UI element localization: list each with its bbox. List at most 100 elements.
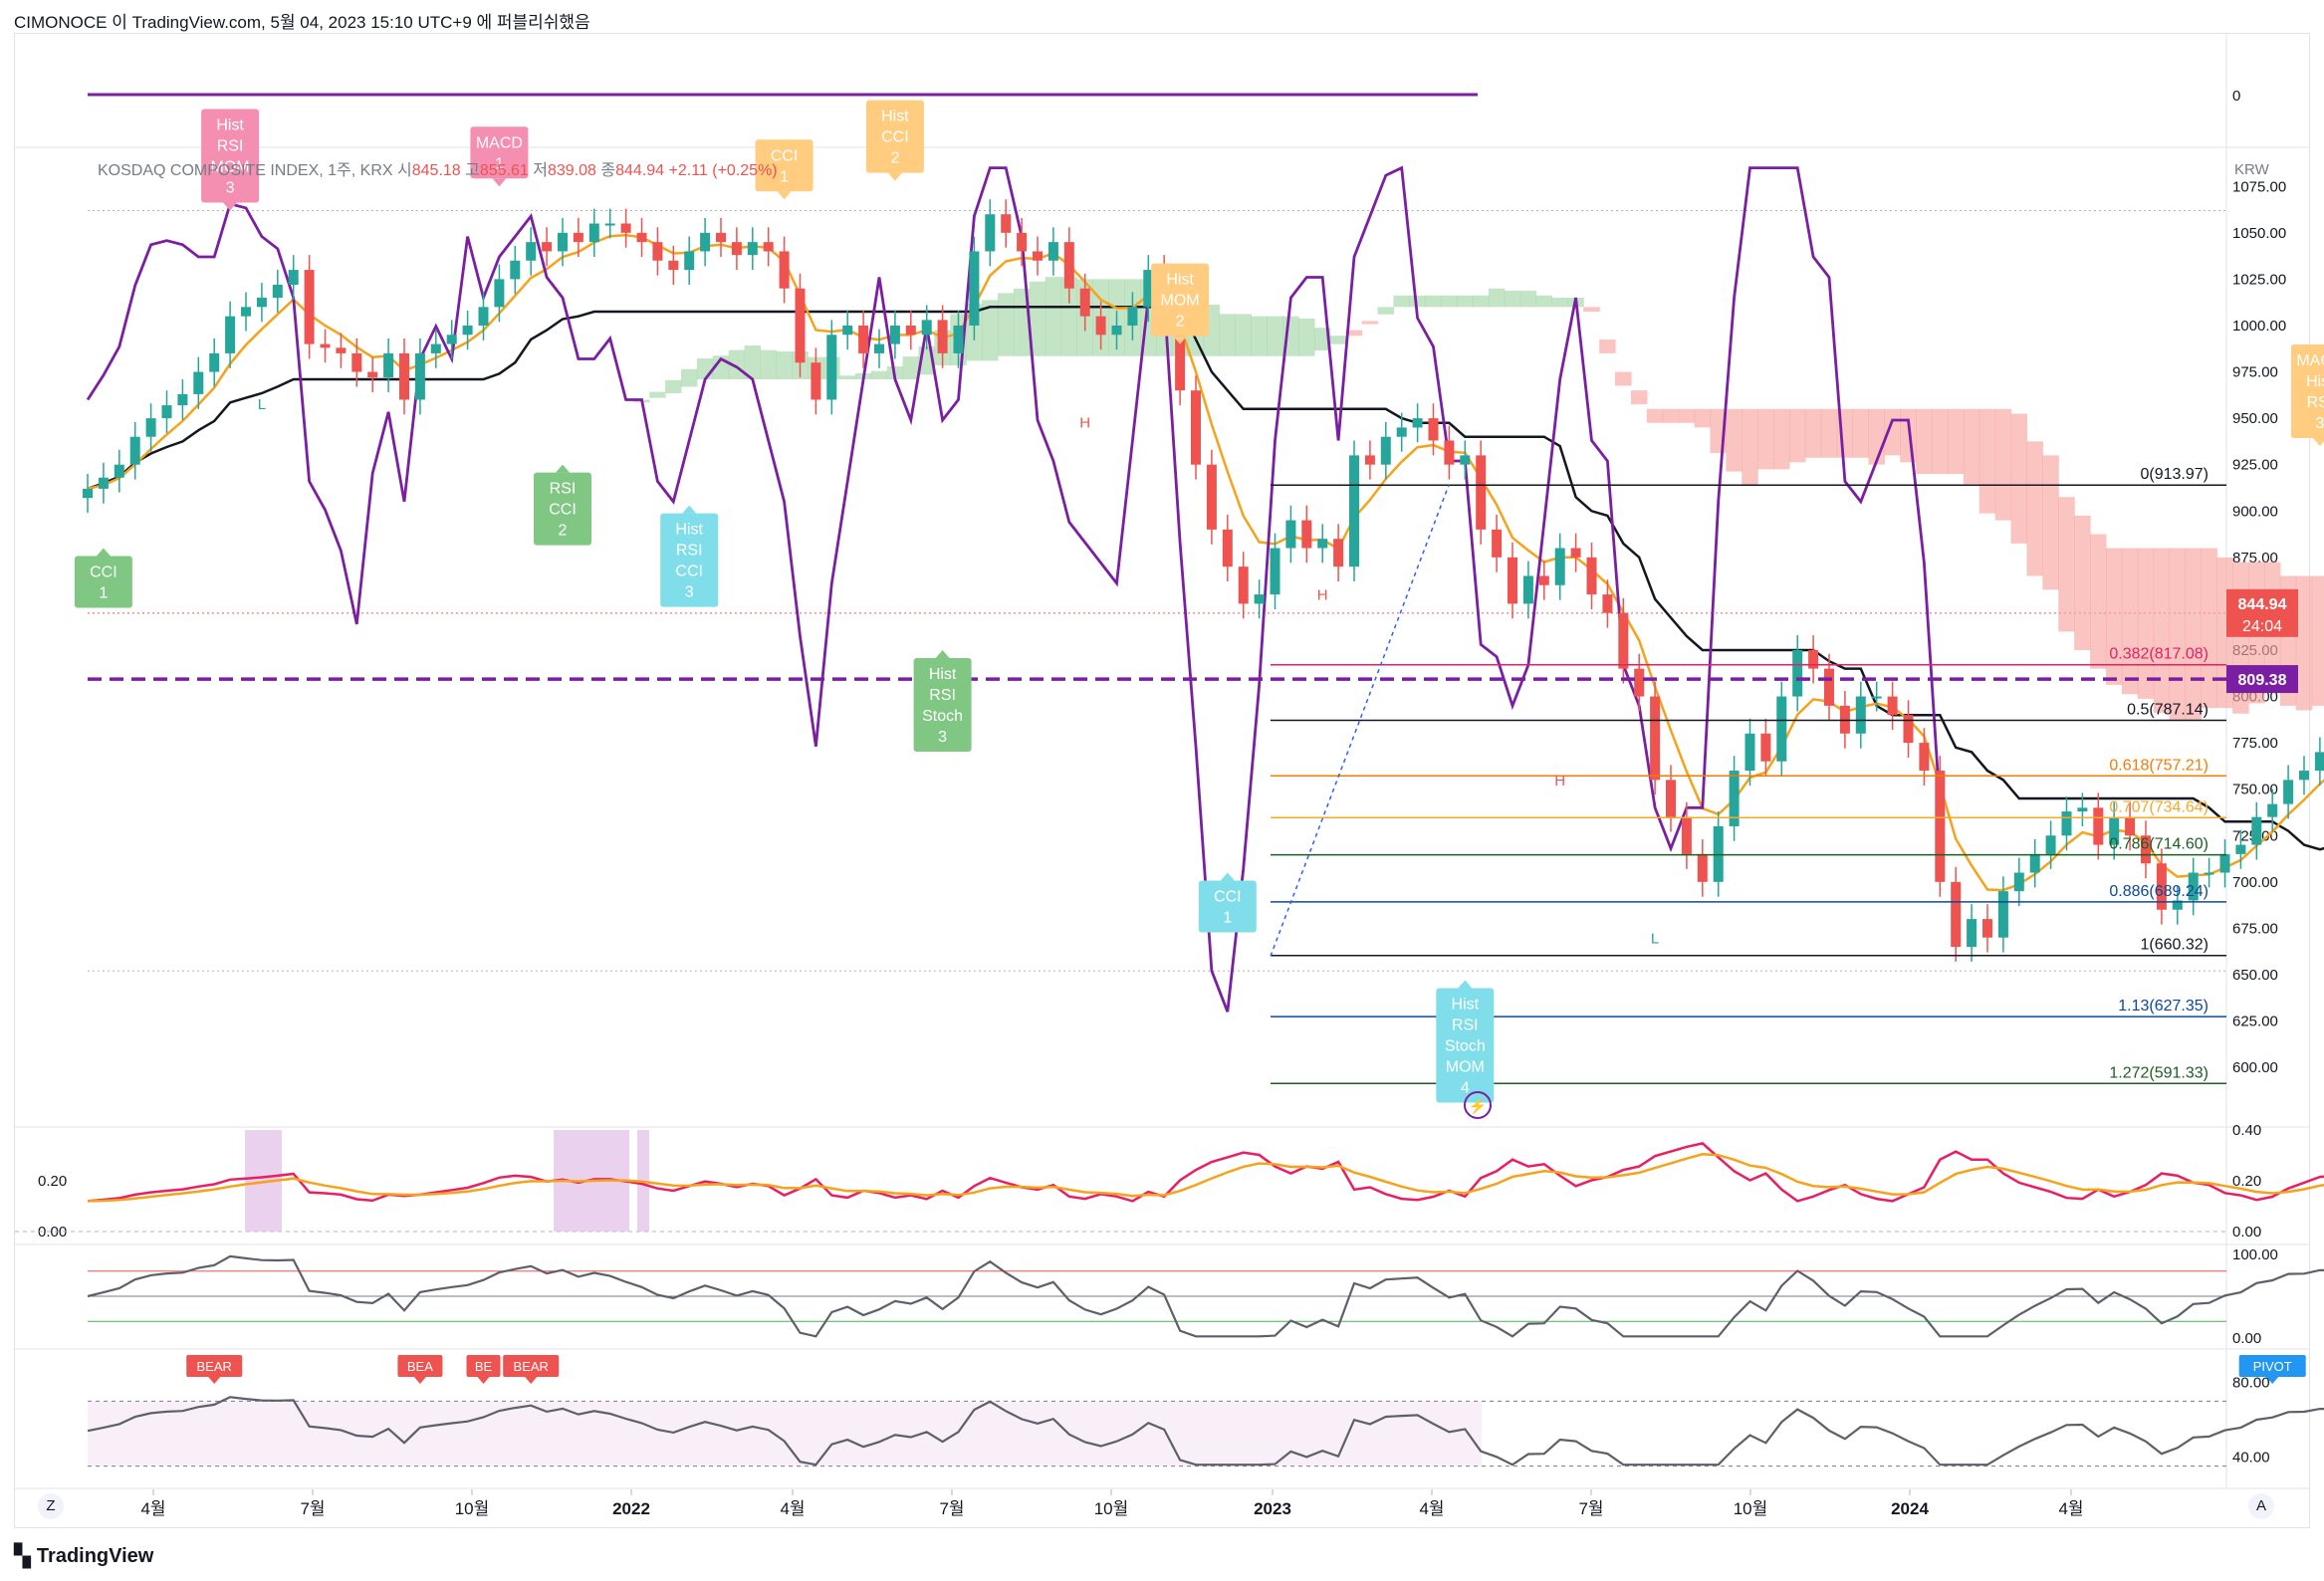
candle-body xyxy=(1634,668,1645,697)
candle-body xyxy=(1428,418,1439,441)
candle-body xyxy=(2219,853,2230,873)
candle-body xyxy=(288,270,299,285)
signal-label-text: Hist xyxy=(1452,997,1480,1014)
signal-label-box xyxy=(755,139,813,192)
symbol-legend: KOSDAQ COMPOSITE INDEX, 1주, KRX 시845.18 … xyxy=(98,161,778,179)
x-axis-label: 4월 xyxy=(2058,1499,2083,1518)
signal-label-text: RSI xyxy=(929,687,956,704)
candle-body xyxy=(1855,696,1866,734)
candle-body xyxy=(921,320,932,336)
candle-body xyxy=(383,352,394,378)
signal-label-text: 1 xyxy=(99,585,108,602)
candle-body xyxy=(367,371,378,378)
hl-marker: L xyxy=(1651,930,1659,947)
candle-body xyxy=(1396,427,1407,437)
pane4-signal-box xyxy=(503,1355,560,1377)
pane2-tick: 0.20 xyxy=(2232,1173,2261,1190)
signal-label-text: CCI xyxy=(549,502,577,519)
y-tick-label: 775.00 xyxy=(2232,735,2278,752)
signal-label-text: CCI xyxy=(675,564,703,580)
candle-body xyxy=(652,242,663,261)
y-tick-label: 750.00 xyxy=(2232,782,2278,798)
signal-label-box xyxy=(534,472,591,546)
candle-body xyxy=(304,270,315,344)
signal-label-text: Hist xyxy=(675,522,703,539)
pane2-left-tick: 0.20 xyxy=(38,1173,67,1190)
candle-body xyxy=(1017,232,1028,252)
signal-label-text: 2 xyxy=(559,523,568,540)
signal-label-text: MACD xyxy=(476,134,523,151)
pane2-tick: 0.40 xyxy=(2232,1122,2261,1139)
signal-label: Hist RSI MOM 3 xyxy=(201,109,260,211)
candle-body xyxy=(2299,771,2309,781)
signal-label-text: Stoch xyxy=(922,708,963,725)
signal-label: Hist MOM 2 xyxy=(1151,263,1210,344)
candle-body xyxy=(1744,733,1755,772)
pane4-signal-text: BEA xyxy=(407,1359,433,1374)
candle-body xyxy=(2156,863,2167,910)
pane2-line-b xyxy=(87,1153,2324,1203)
candle-body xyxy=(2109,816,2120,845)
fib-level-label: 0.382(817.08) xyxy=(2109,646,2208,663)
y-tick-label: 650.00 xyxy=(2232,967,2278,984)
signal-label-text: RSI xyxy=(1452,1017,1479,1034)
candle-body xyxy=(1919,743,1930,772)
candle-body xyxy=(969,251,980,326)
signal-label: Hist RSI CCI 3 xyxy=(660,505,719,607)
fib-level-label: 0.5(787.14) xyxy=(2127,701,2208,718)
signal-label-pointer xyxy=(1458,980,1473,989)
candle-body xyxy=(209,352,220,372)
pane4-signal-box xyxy=(466,1355,501,1377)
candle-body xyxy=(272,284,283,299)
candle-body xyxy=(889,325,900,344)
signal-label-text: 1 xyxy=(1223,910,1232,927)
candle-body xyxy=(1903,715,1914,744)
candle-body xyxy=(2172,900,2183,910)
candle-body xyxy=(414,352,425,400)
auto-scale-button[interactable]: A xyxy=(2248,1493,2274,1519)
candle-body xyxy=(1206,464,1217,530)
candle-body xyxy=(510,260,521,280)
y-tick-label: 1050.00 xyxy=(2232,225,2286,242)
pane3-tick: 100.00 xyxy=(2232,1246,2278,1263)
candle-body xyxy=(2125,816,2136,836)
signal-label-text: CCI xyxy=(771,147,799,164)
candle-body xyxy=(668,260,679,271)
candle-body xyxy=(842,325,853,336)
candle-body xyxy=(747,242,758,256)
log-scale-button[interactable]: Z xyxy=(38,1493,64,1519)
candle-body xyxy=(937,320,948,353)
candle-body xyxy=(1997,891,2008,938)
level-badge xyxy=(2226,665,2298,694)
candle-body xyxy=(905,325,916,336)
candle-body xyxy=(636,232,647,243)
candle-body xyxy=(526,242,537,261)
signal-label-text: 3 xyxy=(685,584,694,601)
candle-body xyxy=(1602,594,1613,613)
price-badge-countdown: 24:04 xyxy=(2242,618,2282,635)
signal-label-pointer xyxy=(1173,336,1188,344)
candle-body xyxy=(1935,771,1946,882)
candle-body xyxy=(1143,270,1154,308)
candle-body xyxy=(1697,853,1708,882)
y-tick-label: 1000.00 xyxy=(2232,318,2286,335)
candle-body xyxy=(1412,418,1423,428)
x-axis-label: 4월 xyxy=(140,1499,165,1518)
signal-label-text: Stoch xyxy=(1445,1038,1486,1055)
signal-label-text: 1 xyxy=(780,168,789,185)
publisher-header: CIMONOCE 이 TradingView.com, 5월 04, 2023 … xyxy=(14,13,590,32)
candle-body xyxy=(573,232,583,243)
candle-body xyxy=(1111,325,1122,336)
pane4-signal-box xyxy=(2238,1355,2306,1377)
pane2-line-a xyxy=(87,1142,2324,1203)
signal-label-pointer xyxy=(887,172,902,181)
pane2-left-tick: 0.00 xyxy=(38,1224,67,1241)
signal-label-box xyxy=(660,513,719,607)
candle-body xyxy=(1364,455,1375,465)
fib-level-label: 1.272(591.33) xyxy=(2109,1064,2208,1081)
candle-body xyxy=(129,436,140,465)
footer-brand[interactable]: ▚ TradingView xyxy=(14,1543,153,1569)
fib-level-label: 1.13(627.35) xyxy=(2118,998,2208,1015)
candle-body xyxy=(478,307,489,326)
